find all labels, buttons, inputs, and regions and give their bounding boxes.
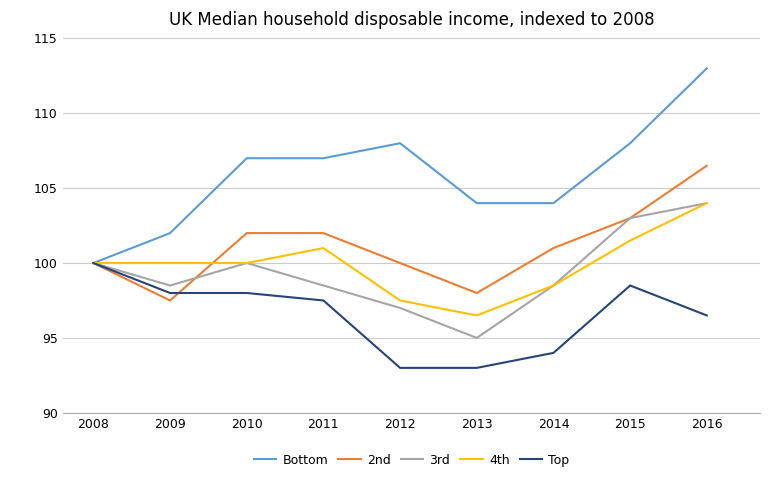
- 4th: [702, 200, 712, 206]
- Bottom: [89, 260, 98, 266]
- 2nd: [319, 230, 328, 236]
- Line: 2nd: 2nd: [93, 166, 707, 300]
- Bottom: [702, 65, 712, 71]
- Title: UK Median household disposable income, indexed to 2008: UK Median household disposable income, i…: [169, 11, 655, 28]
- 4th: [242, 260, 252, 266]
- 2nd: [702, 163, 712, 168]
- 2nd: [165, 298, 175, 303]
- 2nd: [89, 260, 98, 266]
- 3rd: [395, 305, 405, 311]
- 3rd: [165, 283, 175, 288]
- Top: [395, 365, 405, 371]
- 3rd: [472, 335, 481, 341]
- 2nd: [549, 245, 558, 251]
- 2nd: [472, 290, 481, 296]
- Top: [549, 350, 558, 356]
- 2nd: [395, 260, 405, 266]
- Top: [89, 260, 98, 266]
- 4th: [549, 283, 558, 288]
- Top: [472, 365, 481, 371]
- Top: [165, 290, 175, 296]
- 3rd: [626, 215, 635, 221]
- 4th: [472, 312, 481, 318]
- 3rd: [242, 260, 252, 266]
- Bottom: [165, 230, 175, 236]
- 4th: [626, 238, 635, 243]
- Bottom: [626, 140, 635, 146]
- Top: [242, 290, 252, 296]
- Top: [319, 298, 328, 303]
- Bottom: [395, 140, 405, 146]
- 2nd: [626, 215, 635, 221]
- Line: Top: Top: [93, 263, 707, 368]
- Top: [626, 283, 635, 288]
- 3rd: [549, 283, 558, 288]
- 3rd: [89, 260, 98, 266]
- 3rd: [319, 283, 328, 288]
- 4th: [319, 245, 328, 251]
- Bottom: [242, 156, 252, 161]
- 2nd: [242, 230, 252, 236]
- Line: Bottom: Bottom: [93, 68, 707, 263]
- Bottom: [549, 200, 558, 206]
- 4th: [395, 298, 405, 303]
- Line: 4th: 4th: [93, 203, 707, 315]
- 4th: [89, 260, 98, 266]
- 3rd: [702, 200, 712, 206]
- 4th: [165, 260, 175, 266]
- Line: 3rd: 3rd: [93, 203, 707, 338]
- Top: [702, 312, 712, 318]
- Bottom: [319, 156, 328, 161]
- Legend: Bottom, 2nd, 3rd, 4th, Top: Bottom, 2nd, 3rd, 4th, Top: [249, 449, 575, 472]
- Bottom: [472, 200, 481, 206]
